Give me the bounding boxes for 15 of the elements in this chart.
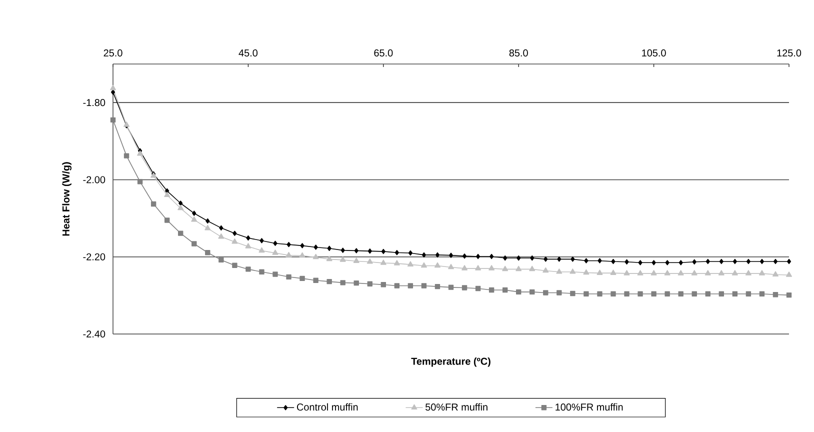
x-tick-label: 105.0 — [642, 49, 666, 56]
legend-label: 100%FR muffin — [556, 403, 623, 411]
x-tick-label: 45.0 — [238, 49, 258, 56]
legend-label: Control muffin — [296, 403, 358, 411]
y-tick-label: -1.80 — [83, 99, 106, 106]
legend-label: 50%FR muffin — [426, 403, 488, 411]
y-tick-label: -2.20 — [83, 253, 106, 260]
x-tick-label: 85.0 — [509, 49, 528, 56]
x-tick-label: 125.0 — [777, 49, 802, 56]
y-axis-title: Heat Flow (W/g) — [62, 162, 72, 236]
x-tick-label: 25.0 — [104, 49, 122, 56]
x-axis-title: Temperature (ºC) — [411, 358, 490, 367]
y-tick-label: -2.00 — [83, 176, 106, 184]
x-tick-label: 65.0 — [374, 49, 393, 56]
y-tick-label: -2.40 — [83, 330, 106, 338]
